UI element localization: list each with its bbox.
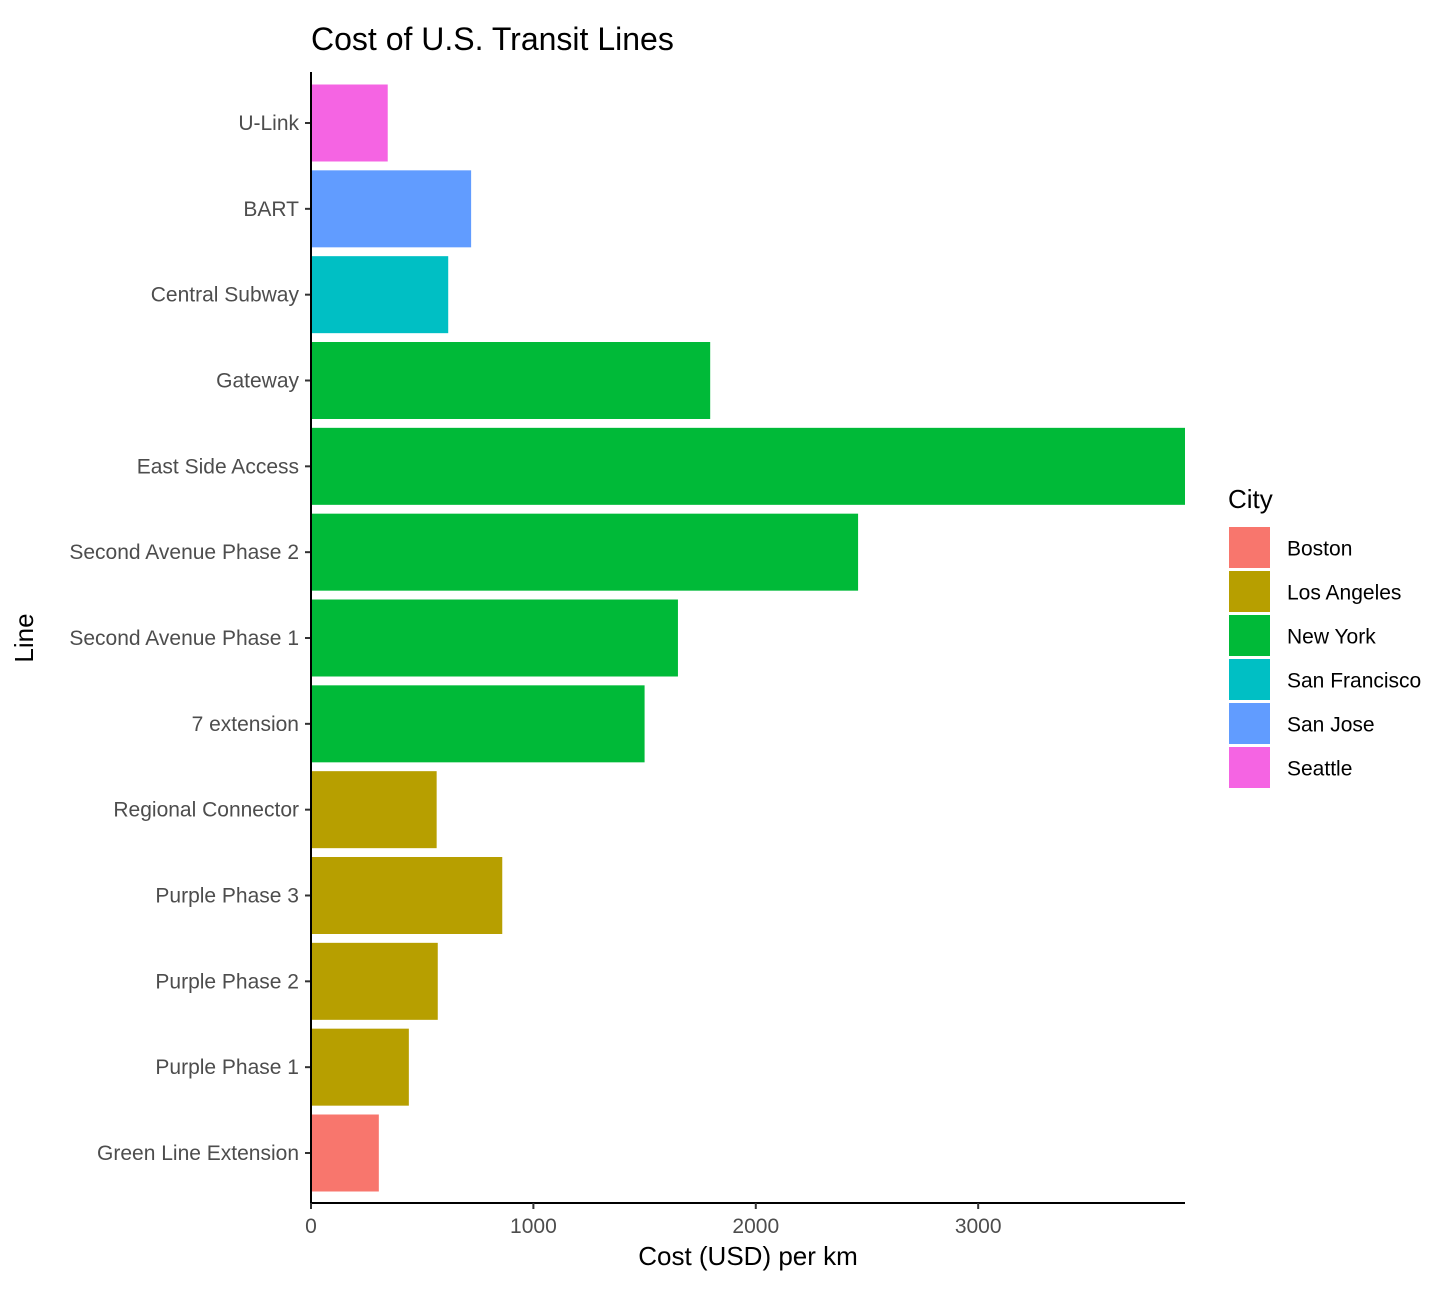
x-axis: 0 1000 2000 3000	[305, 1202, 1185, 1238]
y-tick-label: Second Avenue Phase 2	[69, 541, 299, 564]
legend-label: San Jose	[1287, 714, 1375, 737]
legend-key-san-jose	[1229, 703, 1270, 744]
y-tick-label: Regional Connector	[113, 799, 299, 822]
bar-u-link	[311, 84, 388, 162]
legend-key-los-angeles	[1229, 571, 1270, 612]
legend-label: Boston	[1287, 538, 1352, 561]
chart-title: Cost of U.S. Transit Lines	[311, 21, 674, 57]
x-tick-label: 3000	[955, 1215, 1002, 1238]
y-tick-label: Purple Phase 2	[155, 970, 299, 993]
y-tick-label: Second Avenue Phase 1	[69, 627, 299, 650]
legend-label: Los Angeles	[1287, 582, 1401, 605]
x-tick-label: 1000	[510, 1215, 557, 1238]
y-tick-label: Green Line Extension	[97, 1142, 299, 1165]
y-tick-label: Purple Phase 3	[155, 885, 299, 908]
y-axis-title: Line	[9, 613, 39, 662]
bar-purple-phase-3	[311, 857, 503, 934]
bars-layer	[311, 84, 1185, 1192]
legend-title: City	[1228, 484, 1273, 514]
y-tick-label: U-Link	[238, 112, 299, 135]
x-axis-title: Cost (USD) per km	[638, 1241, 858, 1271]
legend-key-boston	[1229, 527, 1270, 568]
y-tick-label: Purple Phase 1	[155, 1056, 299, 1079]
bar-purple-phase-1	[311, 1028, 409, 1106]
legend-key-san-francisco	[1229, 659, 1270, 700]
legend-label: Seattle	[1287, 758, 1352, 781]
bar-green-line-extension	[311, 1114, 379, 1192]
bar-purple-phase-2	[311, 942, 438, 1020]
bar-central-subway	[311, 256, 449, 334]
bar-regional-connector	[311, 771, 437, 849]
bar-second-avenue-phase-1	[311, 599, 678, 677]
bar-east-side-access	[311, 427, 1185, 505]
bar-7-extension	[311, 685, 645, 763]
bar-second-avenue-phase-2	[311, 513, 859, 591]
y-axis: U-Link BART Central Subway Gateway East Side…	[69, 72, 312, 1204]
x-tick-label: 2000	[732, 1215, 779, 1238]
legend-key-new-york	[1229, 615, 1270, 656]
y-tick-label: 7 extension	[192, 713, 299, 736]
legend-label: New York	[1287, 626, 1376, 649]
legend-key-seattle	[1229, 747, 1270, 788]
bar-gateway	[311, 342, 711, 419]
legend: City Boston Los Angeles New York San Franci…	[1228, 484, 1421, 788]
bar-bart	[311, 170, 472, 248]
y-tick-label: East Side Access	[137, 455, 299, 478]
y-tick-label: Central Subway	[151, 284, 300, 307]
y-tick-label: BART	[243, 198, 299, 221]
legend-label: San Francisco	[1287, 670, 1421, 693]
y-tick-label: Gateway	[216, 370, 299, 393]
x-tick-label: 0	[305, 1215, 317, 1238]
